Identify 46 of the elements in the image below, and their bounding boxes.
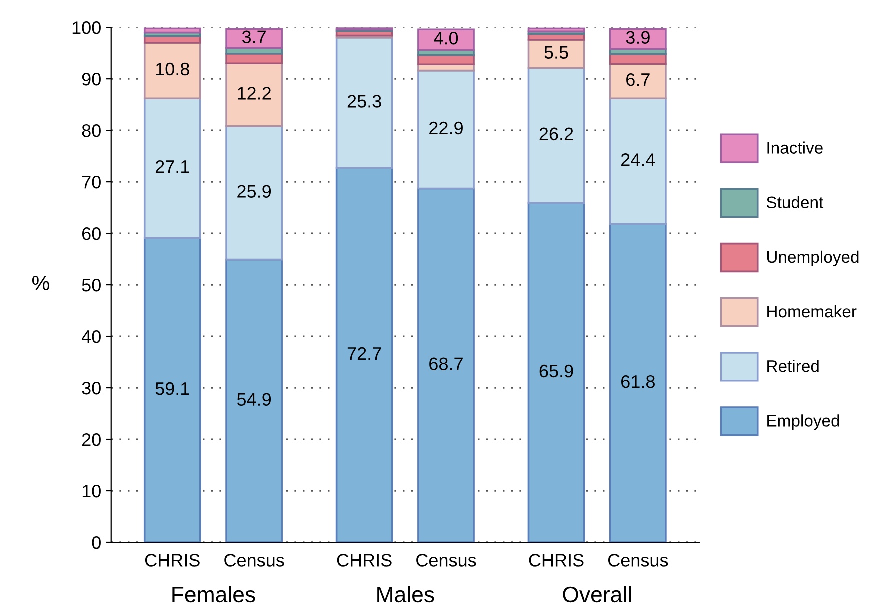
y-tick-label: 60 [82,227,101,240]
data-label: 10.8 [156,62,190,76]
legend-label: Retired [768,360,819,372]
legend-label: Inactive [768,142,823,154]
text: Females [172,586,256,603]
x-tick-label: CHRIS [145,554,200,567]
data-label: 3.9 [626,31,650,44]
text: Overall [563,586,632,603]
data-label: 54.9 [237,393,272,406]
x-tick-label: Census [608,554,668,567]
data-label: 12.2 [238,87,271,100]
y-tick-label: 70 [82,176,101,189]
data-label: 22.9 [430,122,463,135]
legend-label: Employed [768,414,840,430]
y-tick-label: 100 [72,22,101,34]
data-label: 24.4 [622,154,656,166]
data-label: 26.2 [540,128,574,141]
data-label: 25.3 [348,95,382,108]
y-tick-label: 10 [82,484,101,498]
data-label: 65.9 [540,364,574,378]
y-tick-label: 90 [82,73,101,86]
y-tick-label: 50 [82,278,101,292]
y-tick-label: 80 [82,124,101,138]
data-label: 4.0 [434,32,458,45]
x-tick-label: CHRIS [529,554,584,567]
data-label: 25.9 [238,185,272,198]
y-tick-label: 0 [92,536,101,550]
data-label: 27.1 [156,160,190,174]
data-label: 68.7 [430,358,463,370]
data-label: 59.1 [156,382,190,396]
legend-label: Homemaker [768,305,857,318]
y-axis-title: % [32,276,50,291]
y-tick-label: 40 [82,330,101,344]
legend-label: Student [766,196,824,209]
x-tick-label: CHRIS [337,554,392,567]
x-tick-label: Census [416,554,476,567]
x-tick-label: Census [224,554,284,567]
data-label: 72.7 [348,347,382,360]
data-label: 6.7 [626,73,650,86]
y-tick-label: 20 [82,433,101,446]
text: Males [378,586,434,603]
data-label: 3.7 [242,30,266,44]
data-label: 61.8 [622,375,655,388]
data-label: 5.5 [544,46,568,59]
legend-label: Unemployed [767,250,859,266]
y-tick-label: 30 [82,382,101,395]
